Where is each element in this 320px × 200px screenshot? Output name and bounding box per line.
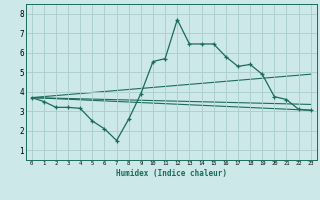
X-axis label: Humidex (Indice chaleur): Humidex (Indice chaleur): [116, 169, 227, 178]
